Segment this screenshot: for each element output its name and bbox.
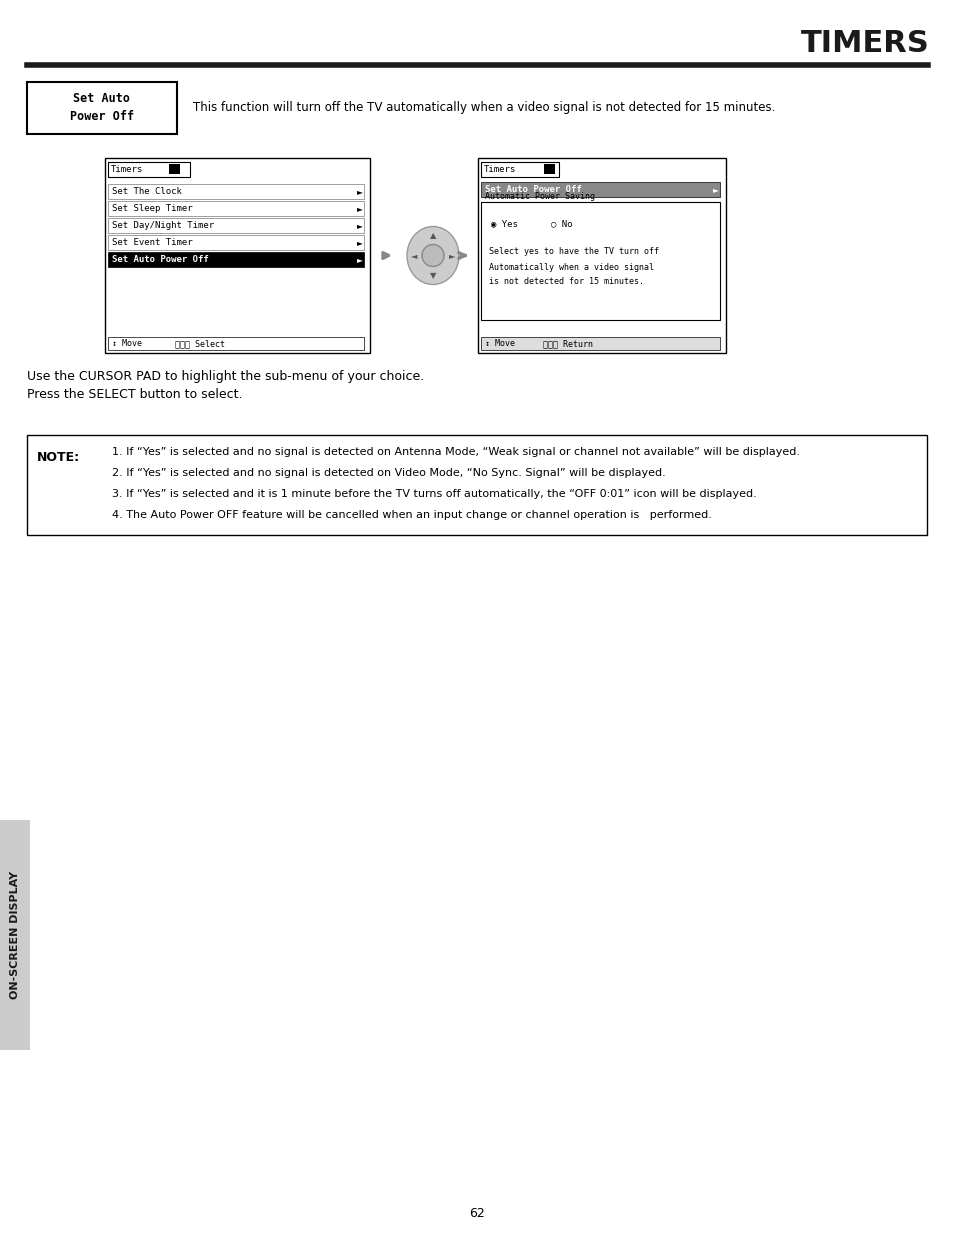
Text: ◄: ◄ [411, 251, 416, 261]
Bar [477, 158, 725, 353]
Bar [480, 203, 720, 320]
Text: 2. If “Yes” is selected and no signal is detected on Video Mode, “No Sync. Signa: 2. If “Yes” is selected and no signal is… [112, 468, 665, 478]
Text: ►: ► [356, 204, 362, 212]
Text: 62: 62 [469, 1207, 484, 1220]
Text: Set The Clock: Set The Clock [112, 186, 182, 196]
Text: ↕ Move: ↕ Move [484, 338, 515, 348]
Text: 4. The Auto Power OFF feature will be cancelled when an input change or channel : 4. The Auto Power OFF feature will be ca… [112, 510, 711, 520]
Bar [108, 219, 364, 233]
Text: ON-SCREEN DISPLAY: ON-SCREEN DISPLAY [10, 871, 20, 999]
Bar [108, 201, 364, 216]
Text: Set Event Timer: Set Event Timer [112, 238, 193, 247]
Bar [27, 82, 177, 135]
Text: 3. If “Yes” is selected and it is 1 minute before the TV turns off automatically: 3. If “Yes” is selected and it is 1 minu… [112, 489, 756, 499]
Bar [27, 435, 926, 535]
Text: ⓈⓈⓈ Select: ⓈⓈⓈ Select [174, 338, 225, 348]
Text: Automatic Power Saving: Automatic Power Saving [484, 191, 595, 201]
Text: ►: ► [448, 251, 455, 261]
Bar [108, 252, 364, 267]
Text: ▲: ▲ [429, 231, 436, 240]
Text: NOTE:: NOTE: [37, 451, 80, 464]
Text: ▼: ▼ [429, 270, 436, 280]
Text: Timers: Timers [111, 165, 143, 174]
Ellipse shape [407, 226, 458, 284]
Text: Timers: Timers [483, 165, 516, 174]
Text: is not detected for 15 minutes.: is not detected for 15 minutes. [489, 278, 643, 287]
Text: TIMERS: TIMERS [801, 28, 929, 58]
Bar [169, 164, 180, 174]
Bar [108, 337, 364, 350]
Text: Set Sleep Timer: Set Sleep Timer [112, 204, 193, 212]
Bar [105, 158, 370, 353]
Text: ►: ► [356, 186, 362, 196]
Text: Select yes to have the TV turn off: Select yes to have the TV turn off [489, 247, 659, 257]
Text: This function will turn off the TV automatically when a video signal is not dete: This function will turn off the TV autom… [193, 101, 775, 115]
Text: ►: ► [356, 254, 362, 264]
Bar [480, 337, 720, 350]
Text: 1. If “Yes” is selected and no signal is detected on Antenna Mode, “Weak signal : 1. If “Yes” is selected and no signal is… [112, 447, 800, 457]
Text: ►: ► [356, 238, 362, 247]
Bar [108, 235, 364, 249]
Text: ►: ► [712, 185, 719, 194]
Text: ⓈⓈⓈ Return: ⓈⓈⓈ Return [542, 338, 593, 348]
Text: Set Auto
Power Off: Set Auto Power Off [70, 93, 134, 124]
Text: ►: ► [356, 221, 362, 230]
Text: ○ No: ○ No [551, 220, 572, 228]
Text: Set Auto Power Off: Set Auto Power Off [484, 185, 581, 194]
Bar [480, 182, 720, 198]
Text: ◉ Yes: ◉ Yes [491, 220, 517, 228]
Text: Use the CURSOR PAD to highlight the sub-menu of your choice.: Use the CURSOR PAD to highlight the sub-… [27, 370, 424, 383]
Bar [108, 184, 364, 199]
Bar [0, 820, 30, 1050]
Text: Press the SELECT button to select.: Press the SELECT button to select. [27, 388, 242, 401]
Bar [480, 162, 558, 177]
Text: Set Auto Power Off: Set Auto Power Off [112, 254, 209, 264]
Bar [543, 164, 555, 174]
Text: Automatically when a video signal: Automatically when a video signal [489, 263, 654, 272]
Text: Set Day/Night Timer: Set Day/Night Timer [112, 221, 213, 230]
Text: ↕ Move: ↕ Move [112, 338, 142, 348]
Bar [108, 162, 190, 177]
Circle shape [421, 245, 443, 267]
